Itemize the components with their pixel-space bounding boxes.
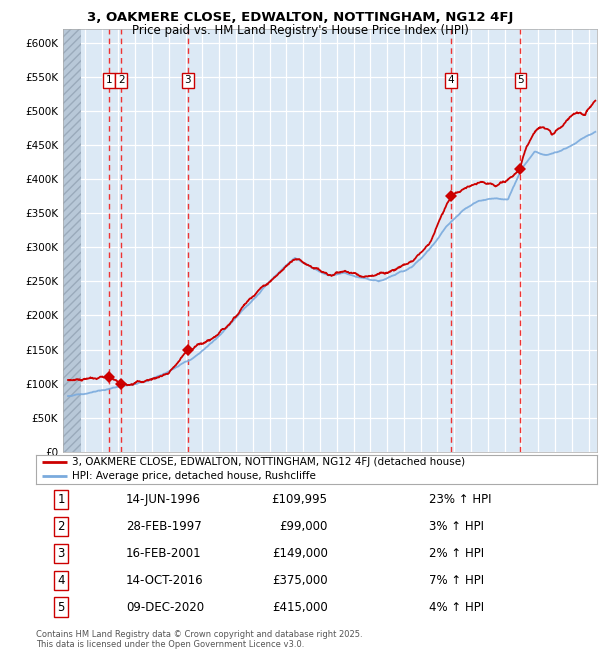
Text: 4: 4 [448,75,454,85]
Text: Contains HM Land Registry data © Crown copyright and database right 2025.
This d: Contains HM Land Registry data © Crown c… [36,630,362,649]
Text: 14-OCT-2016: 14-OCT-2016 [126,574,203,587]
Text: 1: 1 [106,75,112,85]
Text: 5: 5 [517,75,524,85]
Text: 4: 4 [58,574,65,587]
Text: 7% ↑ HPI: 7% ↑ HPI [429,574,484,587]
Text: £99,000: £99,000 [280,520,328,533]
Text: 1: 1 [58,493,65,506]
Text: 28-FEB-1997: 28-FEB-1997 [126,520,202,533]
Text: 5: 5 [58,601,65,614]
Text: 4% ↑ HPI: 4% ↑ HPI [429,601,484,614]
Text: 14-JUN-1996: 14-JUN-1996 [126,493,201,506]
Text: £149,000: £149,000 [272,547,328,560]
Text: 16-FEB-2001: 16-FEB-2001 [126,547,202,560]
Text: £375,000: £375,000 [272,574,328,587]
Text: £109,995: £109,995 [272,493,328,506]
Text: 2% ↑ HPI: 2% ↑ HPI [429,547,484,560]
Text: 3% ↑ HPI: 3% ↑ HPI [429,520,484,533]
Text: 3: 3 [184,75,191,85]
Text: Price paid vs. HM Land Registry's House Price Index (HPI): Price paid vs. HM Land Registry's House … [131,24,469,37]
Text: 23% ↑ HPI: 23% ↑ HPI [429,493,491,506]
Bar [63,29,80,452]
Text: 09-DEC-2020: 09-DEC-2020 [126,601,204,614]
Text: £415,000: £415,000 [272,601,328,614]
Text: 2: 2 [58,520,65,533]
Text: 3, OAKMERE CLOSE, EDWALTON, NOTTINGHAM, NG12 4FJ (detached house): 3, OAKMERE CLOSE, EDWALTON, NOTTINGHAM, … [73,457,466,467]
Text: 2: 2 [118,75,124,85]
Text: HPI: Average price, detached house, Rushcliffe: HPI: Average price, detached house, Rush… [73,471,316,482]
Text: 3: 3 [58,547,65,560]
Text: 3, OAKMERE CLOSE, EDWALTON, NOTTINGHAM, NG12 4FJ: 3, OAKMERE CLOSE, EDWALTON, NOTTINGHAM, … [87,11,513,24]
